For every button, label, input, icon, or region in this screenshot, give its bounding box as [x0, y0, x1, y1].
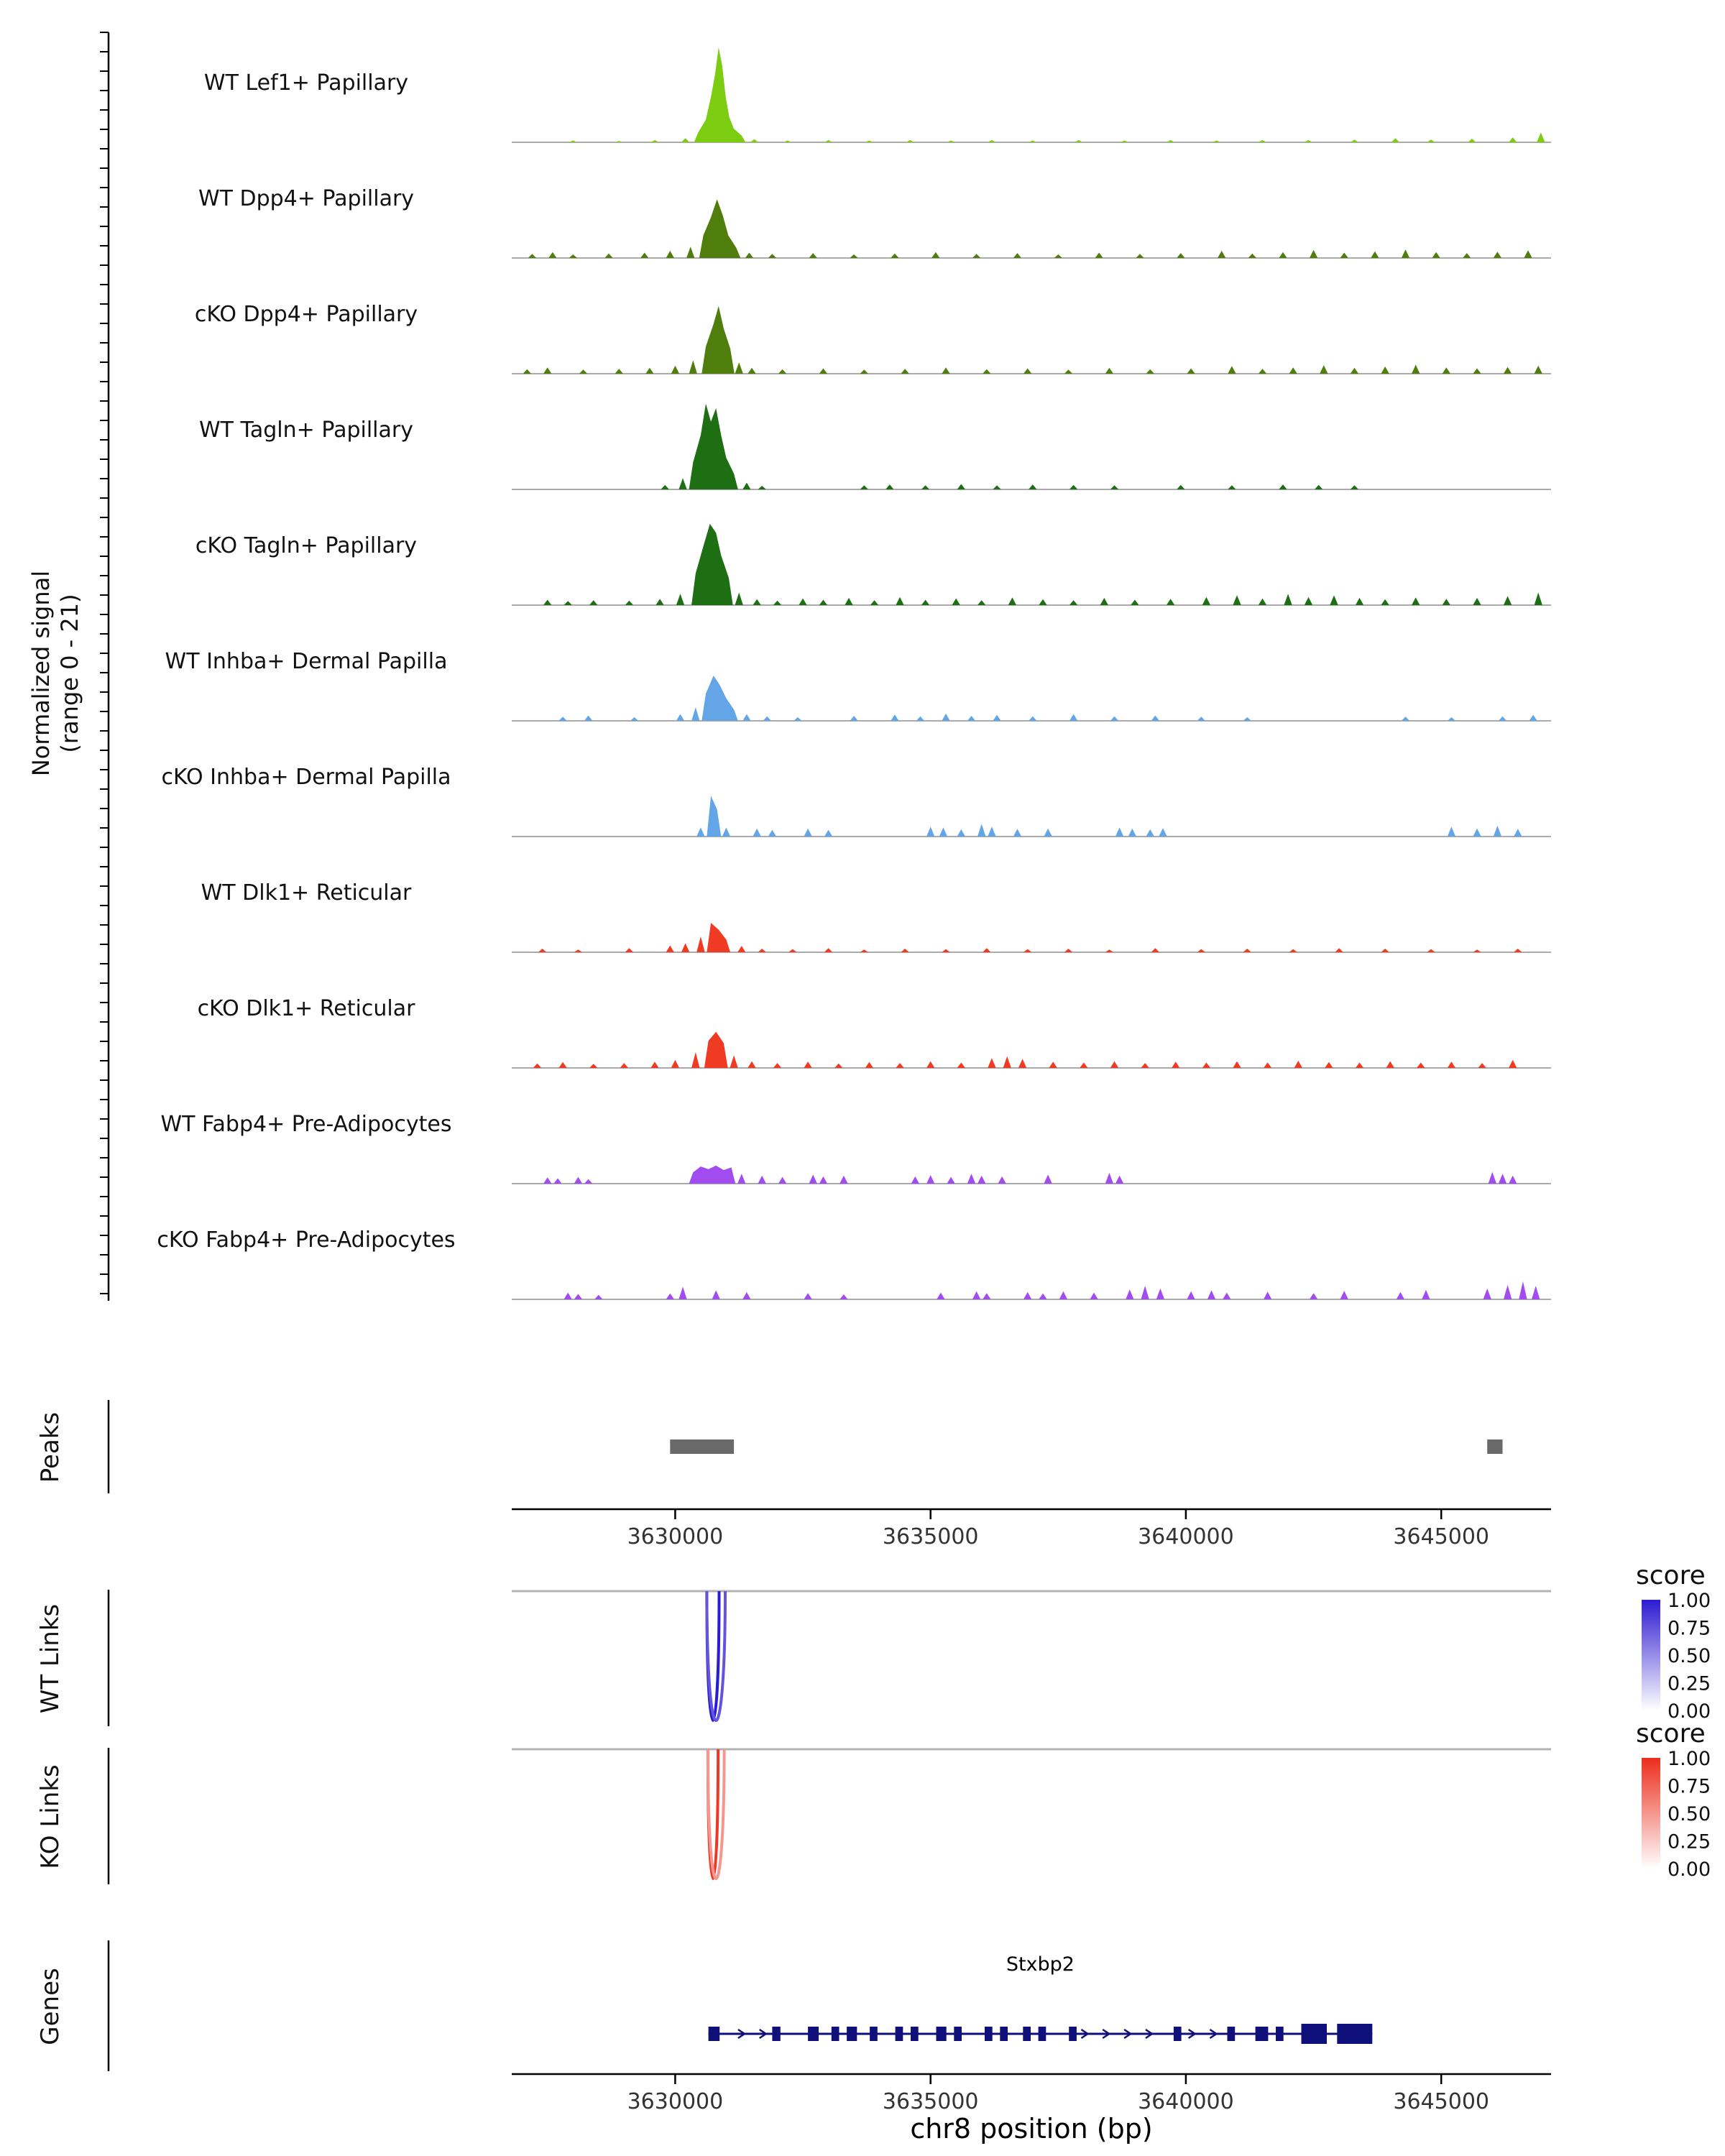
strand-arrow-icon: [759, 2028, 768, 2040]
gene-exon: [911, 2027, 919, 2041]
x-axis-label: chr8 position (bp): [910, 2113, 1153, 2145]
track-label: WT Lef1+ Papillary: [203, 70, 409, 96]
coverage-signal: [512, 403, 1551, 489]
gene-exon: [1000, 2027, 1008, 2041]
peak-region: [1487, 1439, 1503, 1454]
gene-name-label: Stxbp2: [1006, 1953, 1075, 1976]
coverage-signal: [512, 1165, 1551, 1184]
x-tick-label: 3645000: [1393, 1524, 1489, 1549]
score-tick-label: 1.00: [1668, 1748, 1711, 1770]
coverage-signal: [512, 796, 1551, 837]
gene-exon: [870, 2027, 878, 2041]
gene-exon: [1069, 2027, 1077, 2041]
gene-exon: [1227, 2027, 1236, 2041]
ko-score-legend-title: score: [1636, 1719, 1706, 1749]
gene-exon: [954, 2027, 962, 2041]
gene-exon: [895, 2027, 903, 2041]
strand-arrow-icon: [1145, 2028, 1154, 2040]
score-colorbar: [1642, 1600, 1660, 1710]
coverage-signal: [512, 676, 1551, 721]
coverage-signal: [512, 305, 1551, 374]
gene-exon: [1301, 2024, 1327, 2044]
ko-links-section-label: KO Links: [36, 1764, 65, 1869]
x-tick-label: 3645000: [1393, 2089, 1489, 2114]
track-label: cKO Fabp4+ Pre-Adipocytes: [157, 1227, 456, 1253]
peak-region: [670, 1439, 735, 1454]
strand-arrow-icon: [737, 2028, 747, 2040]
gene-exon: [1023, 2027, 1031, 2041]
x-tick-label: 3635000: [883, 2089, 979, 2114]
x-tick-label: 3630000: [627, 1524, 724, 1549]
score-tick-label: 0.00: [1668, 1700, 1711, 1723]
score-tick-label: 1.00: [1668, 1590, 1711, 1612]
strand-arrow-icon: [1209, 2028, 1218, 2040]
score-tick-label: 0.75: [1668, 1618, 1711, 1640]
peaks-section-label: Peaks: [36, 1411, 65, 1483]
coverage-signal: [512, 923, 1551, 952]
score-tick-label: 0.50: [1668, 1803, 1711, 1825]
track-label: WT Inhba+ Dermal Papilla: [165, 649, 448, 674]
wt-score-legend-title: score: [1636, 1561, 1706, 1590]
gene-exon: [847, 2027, 857, 2041]
score-tick-label: 0.25: [1668, 1831, 1711, 1853]
gene-exon: [708, 2027, 720, 2041]
score-colorbar: [1642, 1758, 1660, 1869]
x-tick-label: 3630000: [627, 2089, 724, 2114]
x-tick-label: 3635000: [883, 1524, 979, 1549]
track-label: WT Dpp4+ Papillary: [198, 186, 415, 211]
gene-exon: [772, 2027, 781, 2041]
gene-exon: [1255, 2027, 1269, 2041]
y-axis-label-line1: Normalized signal: [27, 570, 55, 777]
gene-exon: [831, 2027, 840, 2041]
coverage-signal: [512, 1031, 1551, 1068]
score-tick-label: 0.50: [1668, 1645, 1711, 1667]
gene-exon: [808, 2027, 819, 2041]
track-label: WT Tagln+ Papillary: [199, 418, 413, 443]
track-label: WT Fabp4+ Pre-Adipocytes: [160, 1112, 452, 1137]
gene-exon: [985, 2027, 993, 2041]
strand-arrow-icon: [1123, 2028, 1133, 2040]
gene-exon: [936, 2027, 947, 2041]
y-axis-label: Normalized signal (range 0 - 21): [27, 422, 91, 925]
track-label: WT Dlk1+ Reticular: [201, 880, 412, 906]
gene-exon: [1337, 2024, 1373, 2044]
coverage-signal: [512, 47, 1551, 142]
strand-arrow-icon: [1080, 2028, 1090, 2040]
y-axis-label-line2: (range 0 - 21): [56, 594, 83, 753]
coverage-signal: [512, 1281, 1551, 1299]
track-label: cKO Dlk1+ Reticular: [197, 996, 415, 1021]
gene-exon: [1173, 2027, 1182, 2041]
track-label: cKO Dpp4+ Papillary: [194, 302, 418, 327]
coverage-signal: [512, 523, 1551, 605]
track-label: cKO Inhba+ Dermal Papilla: [161, 765, 451, 790]
gene-exon: [1038, 2027, 1046, 2041]
link-arc: [705, 1590, 727, 1722]
score-tick-label: 0.75: [1668, 1776, 1711, 1798]
score-tick-label: 0.00: [1668, 1858, 1711, 1881]
genes-section-label: Genes: [36, 1968, 65, 2045]
coverage-signal: [512, 199, 1551, 258]
link-arc: [706, 1749, 726, 1880]
track-label: cKO Tagln+ Papillary: [195, 533, 418, 558]
x-tick-label: 3640000: [1138, 2089, 1234, 2114]
score-tick-label: 0.25: [1668, 1673, 1711, 1695]
strand-arrow-icon: [1102, 2028, 1111, 2040]
gene-exon: [1276, 2027, 1284, 2041]
x-tick-label: 3640000: [1138, 1524, 1234, 1549]
strand-arrow-icon: [1187, 2028, 1197, 2040]
